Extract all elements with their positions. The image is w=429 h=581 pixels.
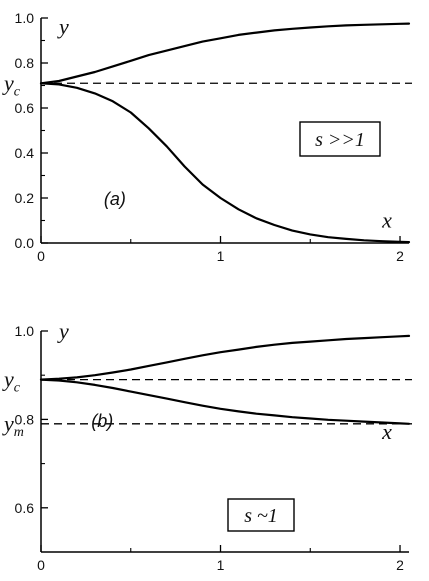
annotation-text-a: s >>1 xyxy=(315,129,365,151)
chart-panel-b: 0 1 2 0.6 0.8 1.0 yc ym y x (b) s ~1 xyxy=(2,319,412,573)
series-line-a-2 xyxy=(39,82,411,244)
x-tick-label-b: 0 xyxy=(37,557,45,573)
x-tick-label-a: 1 xyxy=(217,248,225,264)
annotation-box-a xyxy=(299,121,381,157)
panel-label-a: (a) xyxy=(104,189,126,209)
series-line-a-1 xyxy=(39,22,411,85)
y-tick-label-b: 0.6 xyxy=(15,500,35,516)
x-tick-label-a: 2 xyxy=(396,248,404,264)
y-tick-label-a: 0.8 xyxy=(15,55,35,71)
y-tick-label-b: 0.8 xyxy=(15,411,35,427)
series-line-b-1 xyxy=(39,334,411,381)
x-tick-label-b: 1 xyxy=(217,557,225,573)
y-tick-label-a: 0.2 xyxy=(15,190,35,206)
x-axis-label-a: x xyxy=(381,207,392,232)
y-tick-label-b: 1.0 xyxy=(15,323,35,339)
y-tick-label-a: 0.6 xyxy=(15,100,35,116)
chart-panel-a: 0 1 2 0.0 0.2 0.4 0.6 0.8 1.0 yc y x (a) s >>1 xyxy=(2,10,412,264)
y-tick-label-a: 0.0 xyxy=(15,235,35,251)
reference-label-y_c: yc xyxy=(2,70,21,99)
reference-label-y_m: ym xyxy=(2,411,24,440)
y-tick-label-a: 0.4 xyxy=(15,145,35,161)
y-axis-label-b: y xyxy=(57,319,69,344)
x-tick-label-b: 2 xyxy=(396,557,404,573)
y-axis-label-a: y xyxy=(57,14,69,39)
annotation-box-b xyxy=(227,498,295,532)
x-tick-label-a: 0 xyxy=(37,248,45,264)
y-tick-label-a: 1.0 xyxy=(15,10,35,26)
series-line-b-2 xyxy=(39,378,411,425)
panel-label-b: (b) xyxy=(91,411,113,431)
reference-label-y_c: yc xyxy=(2,367,21,396)
annotation-text-b: s ~1 xyxy=(244,505,278,527)
x-axis-label-b: x xyxy=(381,419,392,444)
